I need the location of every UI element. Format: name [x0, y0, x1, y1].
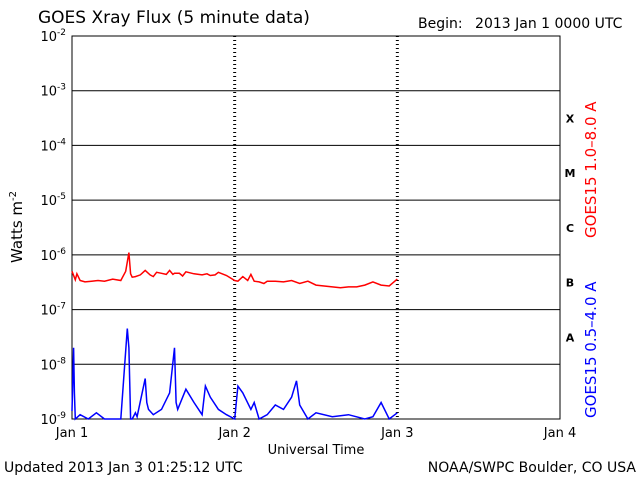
- y-tick-exponent: -6: [57, 247, 66, 257]
- y-tick-exponent: -2: [57, 28, 66, 38]
- x-tick-label: Jan 3: [380, 426, 413, 441]
- y-tick-label: 10-9: [40, 411, 66, 428]
- legend-red-series: GOES15 1.0–8.0 A: [582, 101, 600, 238]
- svg-text:Watts m-2: Watts m-2: [8, 191, 26, 263]
- y-tick-base: 10: [40, 304, 57, 319]
- chart-title: GOES Xray Flux (5 minute data): [38, 8, 310, 28]
- begin-value: 2013 Jan 1 0000 UTC: [475, 16, 623, 32]
- y-tick-exponent: -8: [57, 356, 66, 366]
- flare-class-c: C: [566, 222, 574, 235]
- y-tick-label: 10-7: [40, 302, 66, 319]
- y-tick-label: 10-4: [40, 137, 66, 154]
- horizontal-gridlines: [72, 90, 560, 365]
- y-tick-base: 10: [40, 139, 57, 154]
- y-tick-exponent: -7: [57, 302, 66, 312]
- y-tick-base: 10: [40, 249, 57, 264]
- y-tick-exponent: -3: [57, 83, 66, 93]
- y-axis-label: Watts m-2: [8, 191, 26, 263]
- y-tick-labels: 10-210-310-410-510-610-710-810-9: [40, 28, 66, 428]
- y-tick-label: 10-5: [40, 192, 66, 209]
- flare-class-a: A: [566, 331, 575, 344]
- y-axis-label-exponent: -2: [8, 191, 19, 201]
- begin-info: Begin: 2013 Jan 1 0000 UTC: [418, 16, 622, 32]
- y-tick-label: 10-3: [40, 83, 66, 100]
- x-tick-labels: Jan 1 Jan 2 Jan 3 Jan 4: [55, 426, 576, 441]
- series-line-short: [71, 328, 398, 421]
- y-tick-label: 10-8: [40, 356, 66, 373]
- y-tick-label: 10-2: [40, 28, 66, 45]
- x-tick-label: Jan 4: [543, 426, 576, 441]
- legend-long-channel: GOES15 1.0–8.0 A: [582, 101, 600, 238]
- y-tick-base: 10: [40, 358, 57, 373]
- flare-class-x: X: [566, 112, 575, 125]
- flare-class-b: B: [566, 277, 574, 290]
- series-layer: [71, 252, 398, 421]
- x-tick-label: Jan 1: [55, 426, 88, 441]
- y-tick-exponent: -9: [57, 411, 66, 421]
- begin-label: Begin:: [418, 16, 463, 32]
- series-line-long: [71, 252, 398, 289]
- y-tick-exponent: -4: [57, 137, 66, 147]
- flare-class-m: M: [565, 167, 576, 180]
- data-source: NOAA/SWPC Boulder, CO USA: [427, 460, 636, 476]
- y-tick-base: 10: [40, 413, 57, 428]
- updated-timestamp: Updated 2013 Jan 3 01:25:12 UTC: [4, 460, 243, 476]
- x-tick-label: Jan 2: [217, 426, 250, 441]
- x-axis-label: Universal Time: [268, 443, 365, 458]
- plot-frame: [71, 35, 561, 420]
- y-tick-label: 10-6: [40, 247, 66, 264]
- y-tick-base: 10: [40, 85, 57, 100]
- legend-blue-series: GOES15 0.5–4.0 A: [582, 281, 600, 418]
- flare-class-labels: X M C B A: [565, 112, 576, 344]
- legend-short-channel: GOES15 0.5–4.0 A: [582, 281, 600, 418]
- y-axis-label-text: Watts m: [8, 201, 26, 263]
- y-tick-exponent: -5: [57, 192, 66, 202]
- y-tick-base: 10: [40, 30, 57, 45]
- y-tick-base: 10: [40, 194, 57, 209]
